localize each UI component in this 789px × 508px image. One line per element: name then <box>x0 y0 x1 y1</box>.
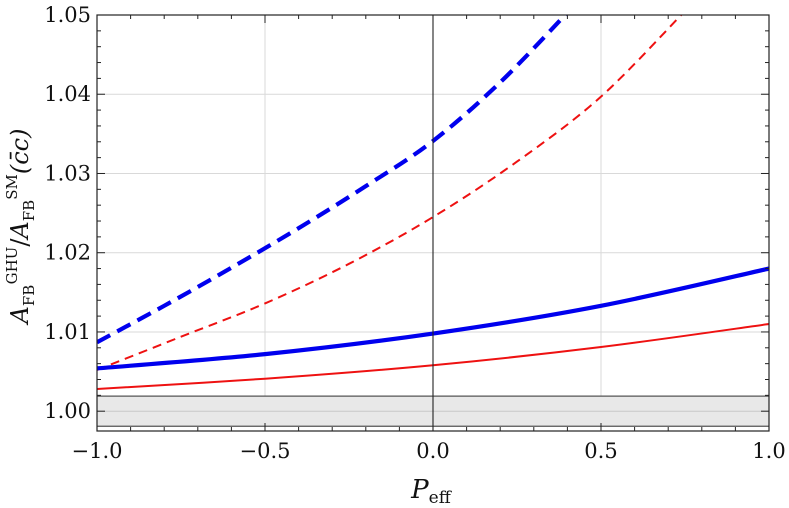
x-tick-label: 0.0 <box>416 439 449 463</box>
y-axis-title: AFBGHU/AFBSM(c̄c) <box>3 129 38 326</box>
plot-frame <box>96 14 770 432</box>
y-tick-label: 1.00 <box>44 399 91 423</box>
ticks <box>96 14 770 431</box>
y-tick-label: 1.04 <box>44 82 91 106</box>
x-axis-title: Peff <box>410 475 453 508</box>
tick-labels: −1.0 −0.5 0.0 0.5 1.0 1.00 1.01 1.02 1.03 1.04 1.0… <box>44 3 785 463</box>
x-tick-label: 1.0 <box>752 439 785 463</box>
y-tick-label: 1.05 <box>44 3 91 27</box>
x-tick-label: −0.5 <box>240 439 291 463</box>
series-line-1 <box>97 15 569 345</box>
y-tick-label: 1.02 <box>44 241 91 265</box>
x-tick-label: −1.0 <box>72 439 123 463</box>
y-tick-label: 1.01 <box>44 320 91 344</box>
series-line-2 <box>97 15 683 371</box>
y-tick-label: 1.03 <box>44 161 91 185</box>
x-tick-label: 0.5 <box>584 439 617 463</box>
